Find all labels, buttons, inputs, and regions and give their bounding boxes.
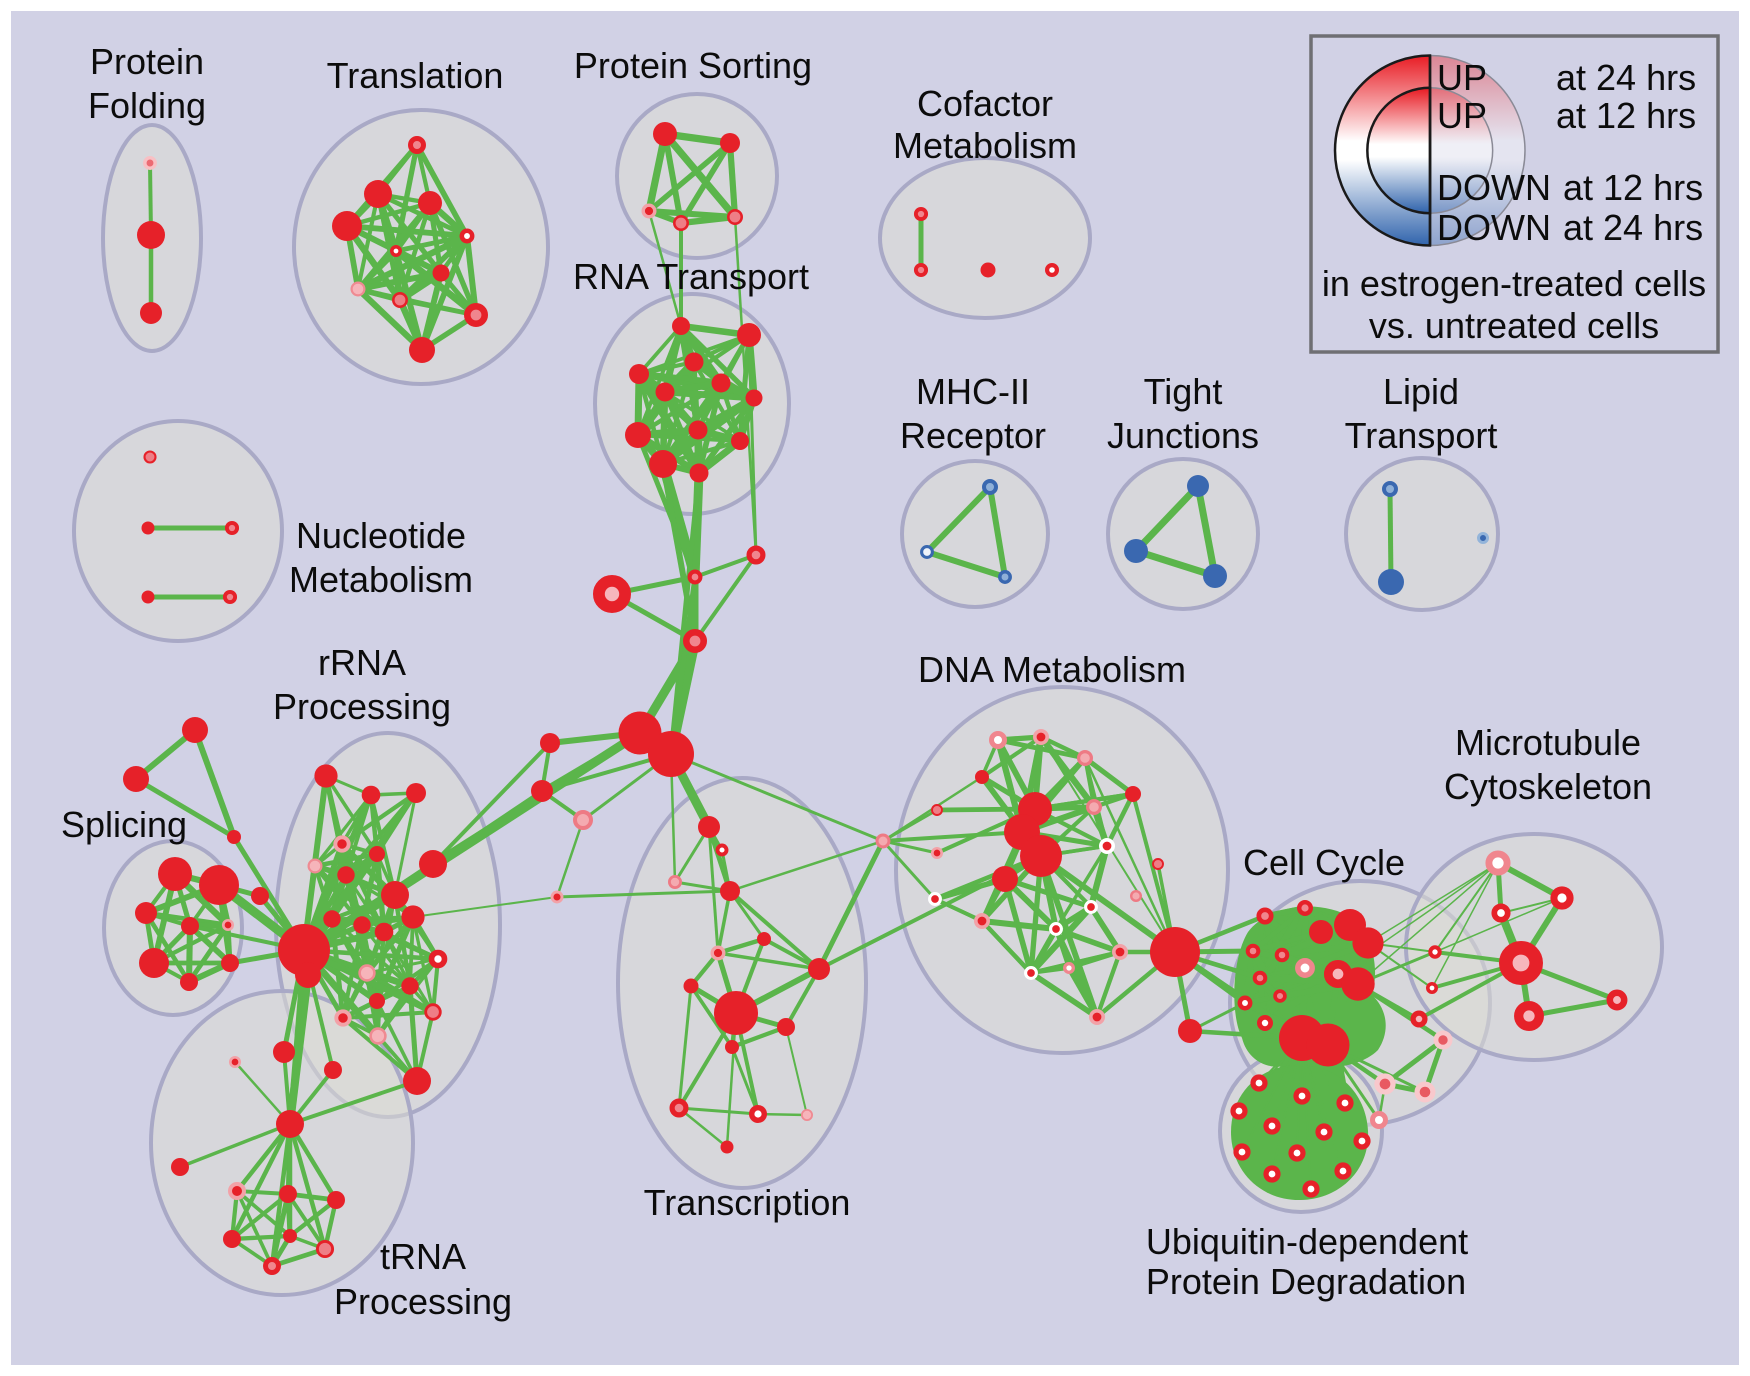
svg-text:tRNA: tRNA bbox=[380, 1236, 466, 1277]
svg-text:vs. untreated cells: vs. untreated cells bbox=[1369, 305, 1659, 346]
svg-text:Metabolism: Metabolism bbox=[289, 559, 473, 600]
svg-text:Nucleotide: Nucleotide bbox=[296, 515, 466, 556]
svg-text:UP: UP bbox=[1437, 95, 1487, 136]
svg-text:at 12 hrs: at 12 hrs bbox=[1556, 95, 1696, 136]
svg-text:Folding: Folding bbox=[88, 85, 206, 126]
svg-text:rRNA: rRNA bbox=[318, 642, 406, 683]
svg-text:Cell Cycle: Cell Cycle bbox=[1243, 842, 1405, 883]
svg-text:Transport: Transport bbox=[1345, 415, 1498, 456]
svg-text:Protein Sorting: Protein Sorting bbox=[574, 45, 812, 86]
svg-text:DOWN: DOWN bbox=[1437, 207, 1551, 248]
svg-text:at 24 hrs: at 24 hrs bbox=[1563, 207, 1703, 248]
svg-text:at 12 hrs: at 12 hrs bbox=[1563, 167, 1703, 208]
svg-text:DNA Metabolism: DNA Metabolism bbox=[918, 649, 1186, 690]
svg-text:at 24 hrs: at 24 hrs bbox=[1556, 57, 1696, 98]
svg-text:Microtubule: Microtubule bbox=[1455, 722, 1641, 763]
svg-text:Protein Degradation: Protein Degradation bbox=[1146, 1261, 1466, 1302]
svg-text:Splicing: Splicing bbox=[61, 804, 187, 845]
svg-text:Metabolism: Metabolism bbox=[893, 125, 1077, 166]
svg-text:Receptor: Receptor bbox=[900, 415, 1046, 456]
svg-text:UP: UP bbox=[1437, 57, 1487, 98]
svg-text:Tight: Tight bbox=[1144, 371, 1223, 412]
svg-text:Ubiquitin-dependent: Ubiquitin-dependent bbox=[1146, 1221, 1468, 1262]
svg-text:RNA Transport: RNA Transport bbox=[573, 256, 809, 297]
svg-text:Translation: Translation bbox=[327, 55, 504, 96]
svg-text:Lipid: Lipid bbox=[1383, 371, 1459, 412]
svg-text:MHC-II: MHC-II bbox=[916, 371, 1030, 412]
svg-text:Junctions: Junctions bbox=[1107, 415, 1259, 456]
svg-text:Cofactor: Cofactor bbox=[917, 83, 1053, 124]
svg-text:DOWN: DOWN bbox=[1437, 167, 1551, 208]
svg-text:Transcription: Transcription bbox=[644, 1182, 851, 1223]
svg-text:Processing: Processing bbox=[334, 1281, 512, 1322]
svg-text:Protein: Protein bbox=[90, 41, 204, 82]
svg-text:Processing: Processing bbox=[273, 686, 451, 727]
svg-text:Cytoskeleton: Cytoskeleton bbox=[1444, 766, 1652, 807]
svg-text:in estrogen-treated cells: in estrogen-treated cells bbox=[1322, 263, 1706, 304]
